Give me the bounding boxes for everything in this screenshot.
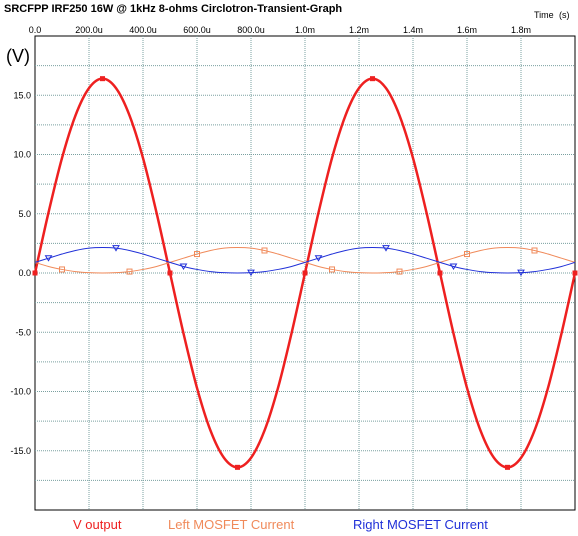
data-point [179,263,188,270]
x-tick-label: 800.0u [237,25,265,35]
grid [35,36,575,510]
x-tick-label: 0.0 [29,25,42,35]
data-point [437,270,443,276]
series-v-output [32,76,578,470]
x-tick-label: 1.6m [457,25,477,35]
data-point [235,464,240,470]
x-tick-label: 200.0u [75,25,103,35]
data-point [302,270,308,276]
data-point [44,255,53,262]
data-point [314,255,323,262]
y-axis-label: (V) [6,46,30,66]
data-point [100,76,105,82]
data-point [329,266,335,273]
x-tick-label: 400.0u [129,25,157,35]
data-point [572,270,578,276]
data-point [370,76,375,82]
x-tick-labels: 0.0 200.0u 400.0u 600.0u 800.0u 1.0m 1.2m 1.4m 1… [29,25,531,35]
y-tick-label: 0.0 [18,268,31,278]
y-tick-label: 15.0 [13,90,31,100]
legend: V output Left MOSFET Current Right MOSFE… [73,517,488,532]
data-point [449,263,458,270]
x-axis-unit: (s) [559,10,570,20]
data-point [32,270,38,276]
series-group [32,76,578,470]
data-point [382,245,390,252]
x-tick-label: 1.4m [403,25,423,35]
x-tick-label: 600.0u [183,25,211,35]
data-point [112,245,120,252]
data-point [517,269,525,277]
series-right-mosfet-current [34,245,576,277]
legend-right-mosfet-current: Right MOSFET Current [353,517,488,532]
data-point [247,269,255,277]
x-tick-label: 1.8m [511,25,531,35]
data-point [261,247,268,254]
data-point [167,270,173,276]
y-tick-label: 5.0 [18,209,31,219]
x-tick-label: 1.2m [349,25,369,35]
data-point [464,251,470,258]
x-axis-label: Time [534,10,554,20]
y-tick-labels: 15.0 10.0 5.0 0.0 -5.0 -10.0 -15.0 [10,90,31,456]
data-point [531,247,538,254]
data-point [126,268,133,275]
legend-v-output: V output [73,517,122,532]
data-point [194,251,200,258]
legend-left-mosfet-current: Left MOSFET Current [168,517,295,532]
data-point [505,464,510,470]
y-tick-label: -10.0 [10,387,31,397]
data-point [59,266,65,273]
data-point [396,268,403,275]
y-tick-label: -15.0 [10,446,31,456]
series-line [34,247,576,274]
y-tick-label: 10.0 [13,150,31,160]
x-tick-label: 1.0m [295,25,315,35]
y-tick-label: -5.0 [15,327,31,337]
chart-title: SRCFPP IRF250 16W @ 1kHz 8-ohms Circlotr… [4,3,342,15]
